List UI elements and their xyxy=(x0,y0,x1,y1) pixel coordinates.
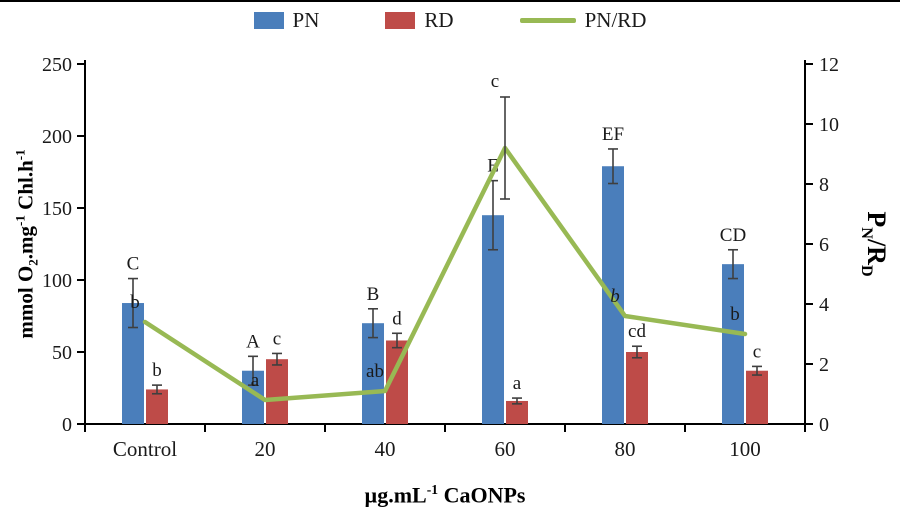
category-label: 80 xyxy=(615,437,636,461)
stat-letter-pn: E xyxy=(487,156,499,177)
category-label: 100 xyxy=(729,437,761,461)
stat-letter-rd: b xyxy=(152,360,162,381)
right-axis-tick-label: 10 xyxy=(819,114,839,136)
legend-color-swatch xyxy=(253,12,284,29)
right-axis-tick-label: 8 xyxy=(819,174,829,196)
right-axis-title: PN/RD xyxy=(857,211,891,276)
legend-label: PN xyxy=(292,8,320,32)
left-axis-tick-label: 200 xyxy=(42,126,72,148)
left-axis-tick-label: 50 xyxy=(52,342,72,364)
bar-pn xyxy=(362,323,384,424)
bar-rd xyxy=(626,352,648,424)
category-label: 40 xyxy=(375,437,396,461)
axis-title-part: -1 xyxy=(12,215,28,226)
stat-letter-ratio: b xyxy=(610,286,620,307)
bar-rd xyxy=(386,340,408,424)
stat-letter-rd: cd xyxy=(628,321,646,342)
axis-title-part: N xyxy=(857,227,875,239)
left-axis-tick-label: 0 xyxy=(62,414,72,436)
axis-title-part: .mg xyxy=(13,225,38,260)
bar-pn xyxy=(242,370,264,424)
bar-rd xyxy=(146,389,168,424)
stat-letter-ratio: c xyxy=(491,71,499,92)
left-axis-tick-label: 250 xyxy=(42,54,72,76)
stat-letter-pn: B xyxy=(367,284,380,305)
stat-letter-ratio: a xyxy=(251,370,260,391)
bar-pn xyxy=(482,215,504,424)
axis-title-part: CaONPs xyxy=(438,482,526,508)
stat-letter-pn: CD xyxy=(720,225,746,246)
stat-letter-ratio: b xyxy=(730,304,740,325)
legend-line-swatch xyxy=(519,18,576,23)
right-axis-tick-label: 6 xyxy=(819,234,829,256)
stat-letter-pn: C xyxy=(127,254,140,275)
bar-pn xyxy=(122,303,144,424)
left-axis-tick-label: 150 xyxy=(42,198,72,220)
stat-letter-rd: d xyxy=(392,308,402,329)
axis-title-part: D xyxy=(857,264,875,277)
bar-pn xyxy=(722,264,744,424)
axis-title-part: -1 xyxy=(12,149,28,161)
legend-label: PN/RD xyxy=(584,8,647,32)
category-label: 20 xyxy=(255,437,276,461)
stat-letter-ratio: b xyxy=(130,292,140,313)
axis-title-part: mmol O xyxy=(13,265,38,339)
right-axis-tick-label: 12 xyxy=(819,54,839,76)
x-axis-title: µg.mL-1 CaONPs xyxy=(365,482,526,508)
category-label: Control xyxy=(113,437,177,461)
stat-letter-rd: c xyxy=(753,341,761,362)
bar-pn xyxy=(602,166,624,425)
legend-label: RD xyxy=(424,8,454,32)
legend-color-swatch xyxy=(385,12,416,29)
stat-letter-rd: c xyxy=(273,328,281,349)
category-label: 60 xyxy=(495,437,516,461)
legend-item-pnrd: PN/RD xyxy=(519,8,647,33)
stat-letter-pn: A xyxy=(246,331,260,352)
bar-rd xyxy=(746,370,768,424)
right-axis-tick-label: 2 xyxy=(819,354,829,376)
axis-title-part: 2 xyxy=(25,259,41,266)
legend: PN RD PN/RD xyxy=(0,8,900,33)
left-axis-tick-label: 100 xyxy=(42,270,72,292)
legend-item-pn: PN xyxy=(253,8,320,33)
bar-rd xyxy=(266,359,288,424)
axis-title-part: P xyxy=(862,211,892,228)
stat-letter-pn: EF xyxy=(602,124,624,145)
stat-letter-rd: a xyxy=(513,373,522,394)
bar-rd xyxy=(506,400,528,424)
ratio-line xyxy=(142,145,748,403)
axis-title-part: /R xyxy=(862,238,892,265)
right-axis-tick-label: 0 xyxy=(819,414,829,436)
stat-letter-ratio: ab xyxy=(366,361,384,382)
axis-title-part: µg.mL xyxy=(364,482,427,508)
legend-item-rd: RD xyxy=(385,8,454,33)
axis-title-part: -1 xyxy=(426,482,439,497)
right-axis-tick-label: 4 xyxy=(819,294,829,316)
left-axis-title: mmol O2.mg-1 Chl.h-1 xyxy=(12,149,41,338)
axis-title-part: Chl.h xyxy=(13,160,38,216)
